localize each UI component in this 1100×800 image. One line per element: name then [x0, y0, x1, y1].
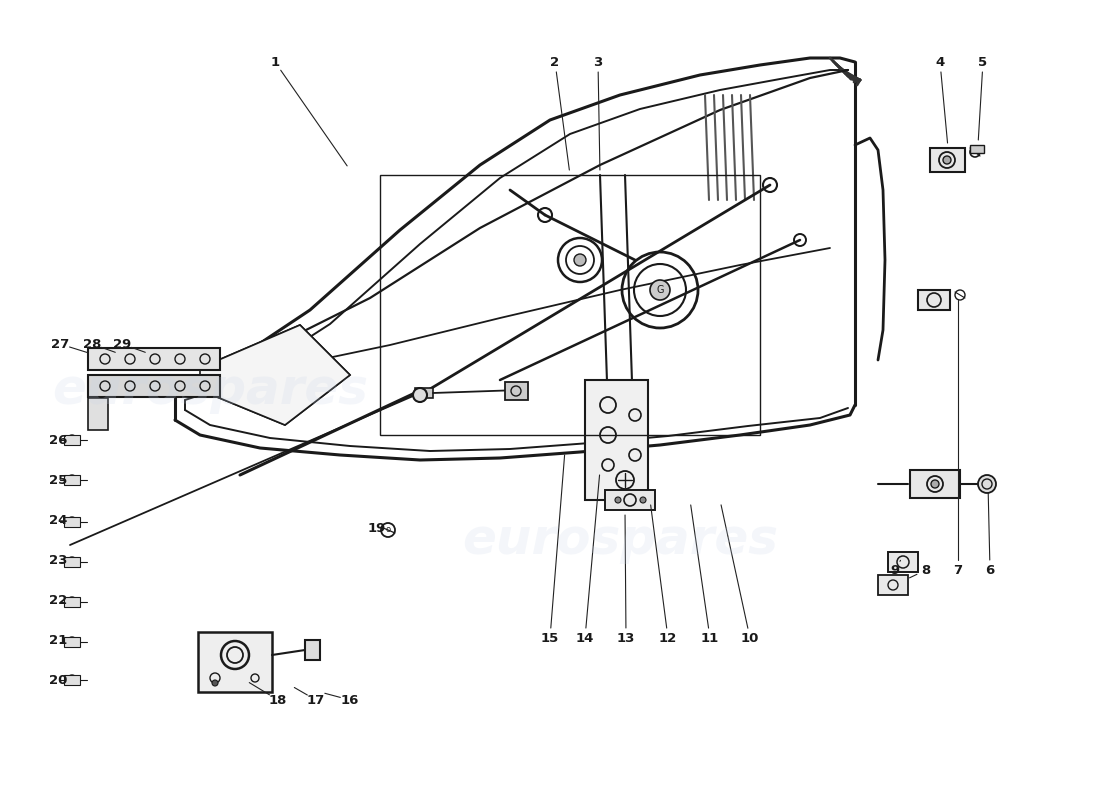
Circle shape: [650, 280, 670, 300]
Polygon shape: [88, 375, 220, 397]
Bar: [64, 597, 80, 607]
Text: 1: 1: [271, 55, 279, 69]
Polygon shape: [888, 552, 918, 572]
Text: eurospares: eurospares: [52, 366, 368, 414]
Polygon shape: [88, 398, 108, 430]
Polygon shape: [585, 380, 648, 500]
Text: 21: 21: [48, 634, 67, 646]
Text: 12: 12: [659, 631, 678, 645]
Circle shape: [412, 388, 427, 402]
Text: o: o: [385, 526, 390, 534]
Text: 13: 13: [617, 631, 635, 645]
Circle shape: [978, 475, 996, 493]
Polygon shape: [88, 348, 220, 370]
Bar: [64, 475, 80, 485]
Polygon shape: [910, 470, 960, 498]
Text: 9: 9: [890, 563, 900, 577]
Circle shape: [943, 156, 951, 164]
Text: 26: 26: [48, 434, 67, 446]
Polygon shape: [878, 575, 908, 595]
Text: 3: 3: [593, 55, 603, 69]
Text: 22: 22: [48, 594, 67, 606]
Text: 14: 14: [575, 631, 594, 645]
Text: 28: 28: [82, 338, 101, 350]
Text: eurospares: eurospares: [462, 516, 778, 564]
Text: 18: 18: [268, 694, 287, 706]
Polygon shape: [930, 148, 965, 172]
Bar: [64, 675, 80, 685]
Bar: [970, 145, 985, 153]
Text: G: G: [657, 285, 663, 295]
Bar: [64, 557, 80, 567]
Text: 6: 6: [986, 563, 994, 577]
Text: 25: 25: [48, 474, 67, 486]
Text: 5: 5: [978, 55, 988, 69]
Circle shape: [212, 680, 218, 686]
Circle shape: [640, 497, 646, 503]
Text: 27: 27: [51, 338, 69, 350]
Text: 2: 2: [550, 55, 560, 69]
Bar: [305, 640, 320, 660]
Polygon shape: [918, 290, 950, 310]
Text: 29: 29: [113, 338, 131, 350]
Bar: [64, 637, 80, 647]
Text: 23: 23: [48, 554, 67, 566]
Text: 11: 11: [701, 631, 719, 645]
Text: 24: 24: [48, 514, 67, 526]
Circle shape: [615, 497, 622, 503]
Polygon shape: [505, 382, 528, 400]
Bar: [379, 175, 760, 435]
Text: 7: 7: [954, 563, 962, 577]
Text: 17: 17: [307, 694, 326, 706]
Text: 8: 8: [922, 563, 931, 577]
Bar: [64, 435, 80, 445]
Bar: [64, 517, 80, 527]
Text: 16: 16: [341, 694, 360, 706]
Polygon shape: [605, 490, 654, 510]
Polygon shape: [200, 325, 350, 425]
Text: 19: 19: [367, 522, 386, 534]
Circle shape: [574, 254, 586, 266]
Polygon shape: [415, 388, 433, 398]
Text: 20: 20: [48, 674, 67, 686]
Text: 4: 4: [935, 55, 945, 69]
Text: 10: 10: [740, 631, 759, 645]
Circle shape: [931, 480, 939, 488]
Polygon shape: [198, 632, 272, 692]
Text: 15: 15: [541, 631, 559, 645]
